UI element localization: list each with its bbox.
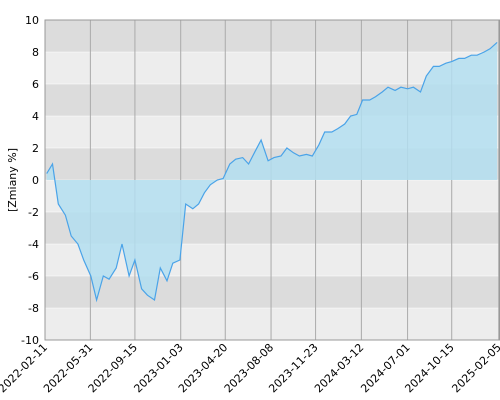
y-tick-label: 4	[32, 110, 39, 123]
y-tick-label: 8	[32, 46, 39, 59]
band	[45, 308, 500, 340]
y-tick-label: 2	[32, 142, 39, 155]
band	[45, 20, 500, 52]
line	[46, 41, 498, 303]
y-tick-label: -10	[21, 334, 39, 347]
band	[45, 276, 500, 308]
y-tick-label: 10	[25, 14, 39, 27]
y-tick-label: -6	[28, 270, 39, 283]
y-tick-label: -8	[28, 302, 39, 315]
area	[46, 42, 498, 301]
y-axis-label: [Zmiany %]	[6, 148, 19, 212]
y-tick-label: -4	[28, 238, 39, 251]
y-tick-label: -2	[28, 206, 39, 219]
y-tick-label: 0	[32, 174, 39, 187]
x-tick-label: 2025-02-05	[449, 341, 500, 395]
band	[45, 52, 500, 84]
y-tick-label: 6	[32, 78, 39, 91]
